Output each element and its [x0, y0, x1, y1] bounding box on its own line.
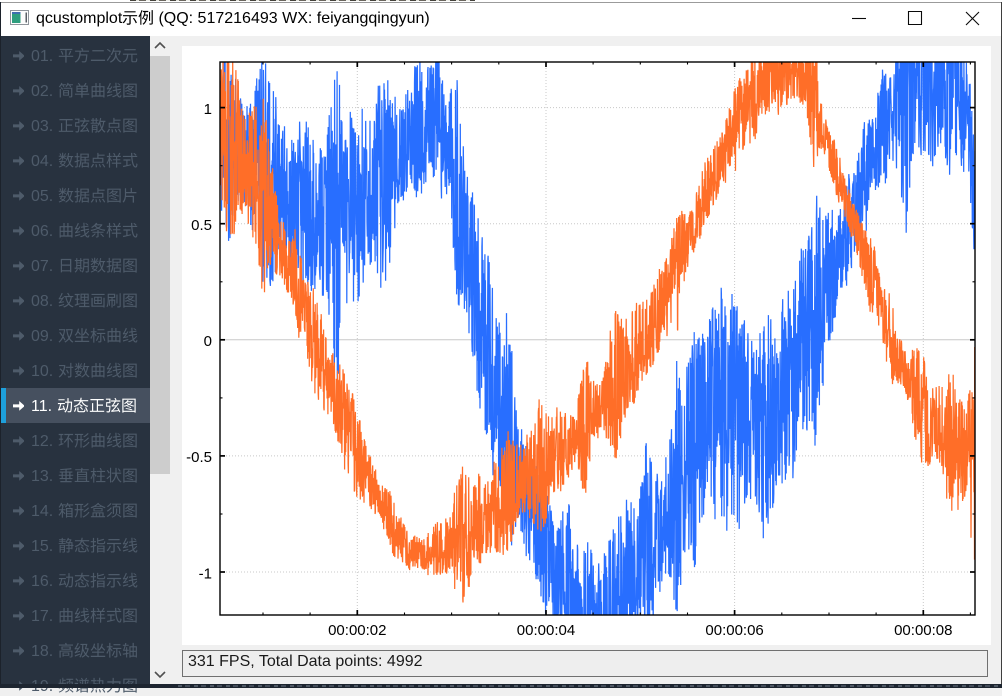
- svg-text:-0.5: -0.5: [186, 449, 212, 466]
- svg-text:1: 1: [204, 101, 212, 118]
- svg-text:00:00:06: 00:00:06: [705, 622, 763, 639]
- svg-text:00:00:08: 00:00:08: [894, 622, 952, 639]
- svg-text:0.5: 0.5: [191, 217, 212, 234]
- svg-text:-1: -1: [199, 565, 212, 582]
- svg-text:0: 0: [204, 333, 212, 350]
- svg-text:00:00:04: 00:00:04: [517, 622, 575, 639]
- svg-text:00:00:02: 00:00:02: [328, 622, 386, 639]
